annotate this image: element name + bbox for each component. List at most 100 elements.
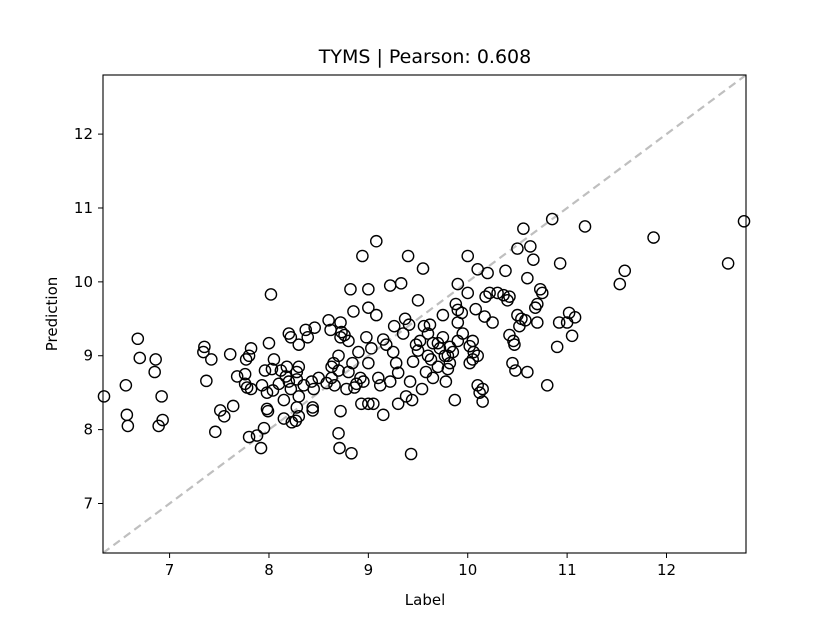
data-point bbox=[97, 390, 111, 403]
data-point bbox=[647, 231, 660, 244]
data-point bbox=[409, 338, 423, 351]
data-point bbox=[540, 378, 554, 392]
data-point bbox=[250, 429, 264, 442]
data-point bbox=[308, 321, 321, 334]
data-point bbox=[411, 344, 425, 357]
data-point bbox=[258, 364, 272, 377]
data-point bbox=[405, 393, 419, 407]
data-point bbox=[133, 351, 147, 365]
data-point bbox=[456, 327, 470, 340]
data-point bbox=[578, 220, 592, 233]
y-tick-label: 10 bbox=[74, 273, 93, 291]
data-point bbox=[439, 375, 453, 388]
data-point bbox=[379, 338, 393, 351]
data-point bbox=[284, 382, 298, 396]
data-point bbox=[367, 397, 380, 411]
data-point bbox=[411, 294, 425, 307]
data-point bbox=[362, 356, 375, 370]
y-tick-label: 8 bbox=[83, 421, 93, 439]
data-point bbox=[205, 353, 218, 366]
reference-line bbox=[102, 74, 747, 554]
data-point bbox=[277, 412, 291, 425]
data-point bbox=[469, 302, 482, 316]
data-point bbox=[265, 362, 279, 376]
data-point bbox=[244, 342, 258, 355]
data-point bbox=[371, 371, 385, 385]
y-tick-label: 12 bbox=[74, 125, 93, 143]
data-point bbox=[365, 342, 378, 355]
plot-frame bbox=[102, 74, 747, 554]
data-point bbox=[404, 447, 418, 461]
data-point bbox=[292, 338, 306, 351]
data-point bbox=[394, 277, 408, 290]
data-point bbox=[391, 366, 405, 380]
data-point bbox=[369, 308, 383, 322]
x-axis-label: Label bbox=[405, 591, 445, 609]
data-point bbox=[306, 401, 319, 414]
data-point bbox=[131, 332, 145, 346]
data-point bbox=[402, 318, 416, 332]
data-point bbox=[568, 311, 582, 324]
data-point bbox=[389, 356, 403, 370]
data-point bbox=[473, 386, 486, 399]
data-point bbox=[565, 329, 579, 343]
data-point bbox=[362, 397, 375, 411]
data-point bbox=[357, 375, 370, 388]
data-point bbox=[156, 413, 169, 427]
data-point bbox=[527, 253, 540, 266]
data-point bbox=[436, 308, 450, 322]
data-point bbox=[254, 441, 268, 455]
data-point bbox=[335, 325, 348, 339]
data-point bbox=[334, 404, 347, 418]
data-point bbox=[305, 375, 319, 388]
data-point bbox=[448, 393, 462, 407]
data-point bbox=[356, 249, 369, 263]
data-point bbox=[360, 330, 373, 344]
data-point bbox=[230, 370, 244, 383]
data-point bbox=[362, 282, 375, 296]
data-point bbox=[421, 349, 435, 363]
data-point bbox=[280, 360, 294, 374]
data-point bbox=[511, 242, 524, 255]
data-point bbox=[149, 353, 162, 366]
data-point bbox=[506, 356, 519, 370]
data-point bbox=[198, 340, 211, 354]
data-point bbox=[519, 313, 532, 327]
data-point bbox=[524, 240, 537, 253]
data-point bbox=[530, 297, 544, 311]
data-point bbox=[436, 330, 450, 344]
data-point bbox=[244, 382, 258, 396]
data-point bbox=[383, 375, 397, 388]
data-point bbox=[332, 427, 345, 440]
data-point bbox=[424, 353, 438, 366]
data-point bbox=[282, 375, 296, 388]
data-point bbox=[426, 371, 440, 385]
data-point bbox=[307, 382, 320, 396]
data-point bbox=[509, 364, 522, 377]
x-tick-label: 10 bbox=[458, 561, 477, 579]
data-point bbox=[441, 362, 455, 376]
data-point bbox=[535, 286, 549, 300]
data-point bbox=[322, 313, 335, 327]
data-point bbox=[290, 365, 304, 379]
data-point bbox=[239, 353, 253, 366]
data-point bbox=[272, 377, 286, 391]
data-point bbox=[415, 382, 429, 396]
data-point bbox=[334, 316, 347, 329]
x-tick-label: 8 bbox=[264, 561, 274, 579]
data-point bbox=[292, 360, 306, 374]
data-point bbox=[479, 290, 492, 303]
data-point bbox=[354, 371, 367, 385]
data-point bbox=[292, 390, 306, 403]
x-tick-label: 12 bbox=[657, 561, 676, 579]
data-point bbox=[463, 356, 477, 370]
data-point bbox=[387, 319, 401, 333]
y-tick-label: 7 bbox=[83, 495, 93, 513]
data-point bbox=[242, 349, 256, 363]
data-point bbox=[238, 367, 252, 381]
data-point bbox=[416, 262, 430, 275]
data-point bbox=[148, 365, 161, 379]
data-point bbox=[376, 408, 390, 422]
data-point bbox=[223, 347, 237, 361]
